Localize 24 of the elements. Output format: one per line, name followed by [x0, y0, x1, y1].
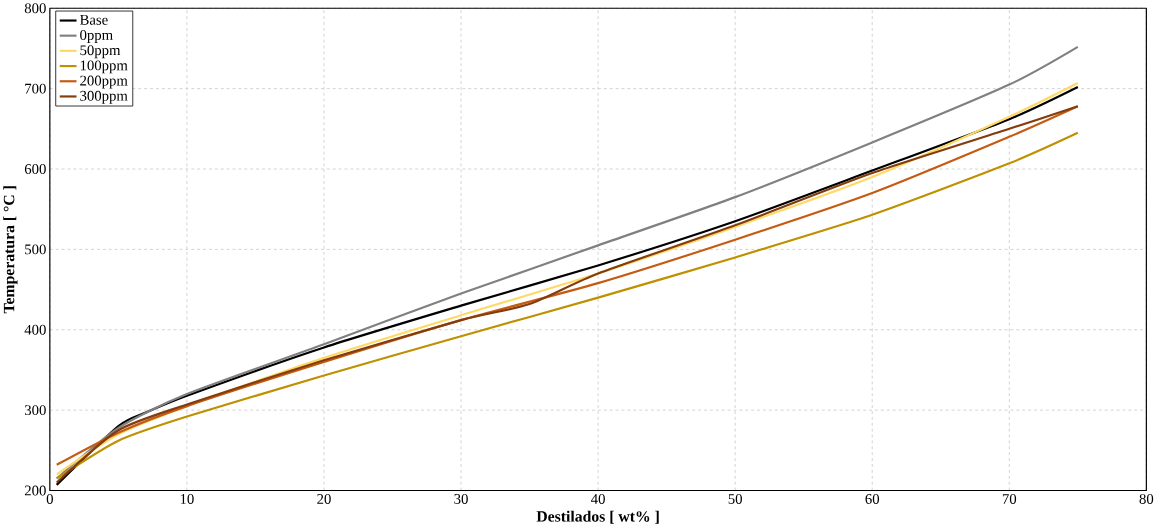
x-tick-label: 10 [180, 494, 194, 504]
y-axis-title: Temperatura [ °C ] [3, 186, 18, 314]
y-tick-label: 800 [24, 3, 46, 14]
legend-label: 100ppm [80, 60, 128, 74]
legend-label: 50ppm [80, 45, 121, 59]
x-tick-label: 20 [317, 494, 331, 504]
x-tick-label: 70 [1002, 494, 1017, 504]
legend-label: 0ppm [80, 30, 113, 43]
x-tick-label: 40 [591, 494, 605, 504]
y-tick-label: 600 [24, 164, 46, 174]
y-tick-label: 300 [24, 405, 46, 416]
y-tick-label: 400 [24, 324, 46, 335]
x-axis-title: Destilados [ wt% ] [536, 510, 659, 524]
x-tick-label: 30 [454, 494, 468, 504]
legend-label: 300ppm [80, 90, 128, 104]
y-tick-label: 700 [25, 83, 46, 94]
x-tick-label: 0 [46, 494, 53, 504]
y-tick-label: 500 [25, 244, 46, 255]
x-tick-label: 60 [865, 494, 880, 504]
legend-label: 200ppm [80, 75, 128, 89]
x-tick-label: 80 [1139, 494, 1154, 504]
x-tick-label: 50 [728, 494, 742, 504]
y-tick-label: 200 [24, 485, 46, 496]
legend-label: Base [80, 14, 108, 25]
